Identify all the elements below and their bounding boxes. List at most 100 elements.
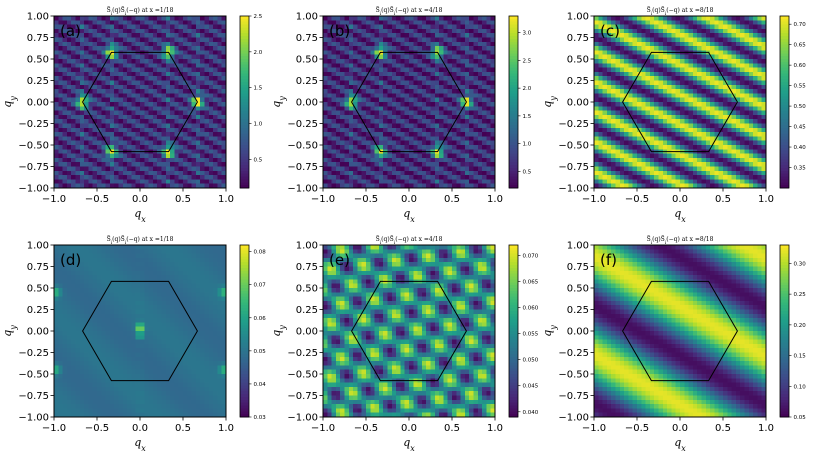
heatmap-cell — [624, 71, 629, 77]
heatmap-cell — [66, 145, 72, 150]
heatmap-cell — [170, 127, 175, 133]
heatmap-cell — [191, 175, 197, 180]
heatmap-cell — [361, 37, 367, 43]
heatmap-cell — [671, 33, 677, 38]
heatmap-cell — [628, 41, 634, 47]
heatmap-cell — [718, 179, 724, 185]
heatmap-cell — [637, 20, 642, 25]
heatmap-cell — [469, 71, 474, 77]
heatmap-cell — [327, 54, 332, 60]
heatmap-cell — [641, 89, 646, 94]
heatmap-cell — [374, 89, 380, 94]
heatmap-cell — [178, 20, 184, 25]
heatmap-cell — [323, 28, 328, 34]
heatmap-cell — [101, 162, 106, 167]
heatmap-cell — [200, 80, 205, 86]
heatmap-cell — [757, 106, 763, 111]
heatmap-cell — [718, 132, 724, 137]
heatmap-cell — [122, 76, 128, 81]
heatmap-cell — [654, 37, 659, 43]
heatmap-cell — [170, 183, 175, 189]
heatmap-cell — [697, 63, 702, 68]
heatmap-cell — [477, 41, 483, 47]
heatmap-cell — [213, 37, 218, 43]
heatmap-cell — [692, 71, 698, 77]
heatmap-cell — [452, 24, 457, 30]
heatmap-cell — [477, 140, 483, 146]
heatmap-cell — [443, 20, 449, 25]
heatmap-cell — [705, 89, 711, 94]
heatmap-cell — [191, 41, 197, 47]
heatmap-cell — [705, 54, 711, 60]
heatmap-cell — [217, 63, 223, 68]
heatmap-cell — [684, 67, 689, 73]
heatmap-cell — [680, 132, 685, 137]
heatmap-cell — [680, 97, 685, 103]
heatmap-cell — [710, 71, 715, 77]
heatmap-cell — [477, 157, 483, 163]
heatmap-cell — [58, 50, 63, 56]
heatmap-cell — [417, 24, 423, 30]
heatmap-cell — [97, 89, 102, 94]
heatmap-cell — [187, 162, 192, 167]
heatmap-cell — [195, 166, 201, 172]
colorbar-segment — [509, 50, 518, 54]
heatmap-cell — [667, 119, 672, 124]
heatmap-cell — [469, 183, 474, 189]
heatmap-cell — [178, 46, 184, 51]
heatmap-cell — [417, 166, 423, 172]
heatmap-cell — [213, 157, 218, 163]
heatmap-cell — [348, 50, 354, 56]
heatmap-cell — [79, 97, 85, 103]
heatmap-cell — [637, 136, 642, 142]
heatmap-cell — [217, 80, 223, 86]
heatmap-cell — [148, 114, 154, 120]
heatmap-cell — [378, 127, 384, 133]
heatmap-cell — [671, 145, 677, 150]
heatmap-cell — [641, 119, 646, 124]
heatmap-cell — [718, 149, 724, 154]
heatmap-cell — [619, 89, 625, 94]
heatmap-cell — [178, 149, 184, 154]
heatmap-cell — [421, 157, 427, 163]
heatmap-cell — [157, 157, 162, 163]
heatmap-cell — [114, 170, 119, 176]
heatmap-cell — [684, 157, 689, 163]
heatmap-cell — [327, 183, 332, 189]
heatmap-cell — [366, 24, 371, 30]
heatmap-cell — [344, 97, 350, 103]
heatmap-cell — [727, 153, 732, 159]
heatmap-cell — [71, 20, 76, 25]
heatmap-cell — [221, 149, 227, 154]
heatmap-cell — [439, 127, 444, 133]
heatmap-cell — [443, 119, 449, 124]
heatmap-cell — [482, 16, 487, 21]
heatmap-cell — [208, 33, 214, 38]
heatmap-cell — [161, 145, 167, 150]
panel-letter: (b) — [329, 22, 350, 40]
heatmap-cell — [79, 123, 85, 129]
heatmap-cell — [447, 106, 453, 111]
heatmap-cell — [645, 93, 651, 99]
heatmap-cell — [452, 28, 457, 34]
heatmap-cell — [361, 149, 367, 154]
heatmap-cell — [71, 71, 76, 77]
heatmap-cell — [619, 37, 625, 43]
heatmap-cell — [602, 33, 608, 38]
heatmap-cell — [606, 16, 612, 21]
heatmap-cell — [54, 84, 59, 90]
heatmap-cell — [383, 33, 388, 38]
heatmap-cell — [654, 162, 659, 167]
heatmap-cell — [748, 136, 754, 142]
heatmap-cell — [658, 16, 664, 21]
heatmap-cell — [705, 63, 711, 68]
heatmap-cell — [637, 170, 642, 176]
heatmap-cell — [208, 59, 214, 64]
heatmap-cell — [740, 170, 745, 176]
heatmap-cell — [387, 179, 393, 185]
heatmap-cell — [221, 89, 227, 94]
heatmap-cell — [628, 76, 634, 81]
heatmap-cell — [753, 59, 758, 64]
heatmap-cell — [208, 84, 214, 90]
heatmap-cell — [486, 140, 492, 146]
